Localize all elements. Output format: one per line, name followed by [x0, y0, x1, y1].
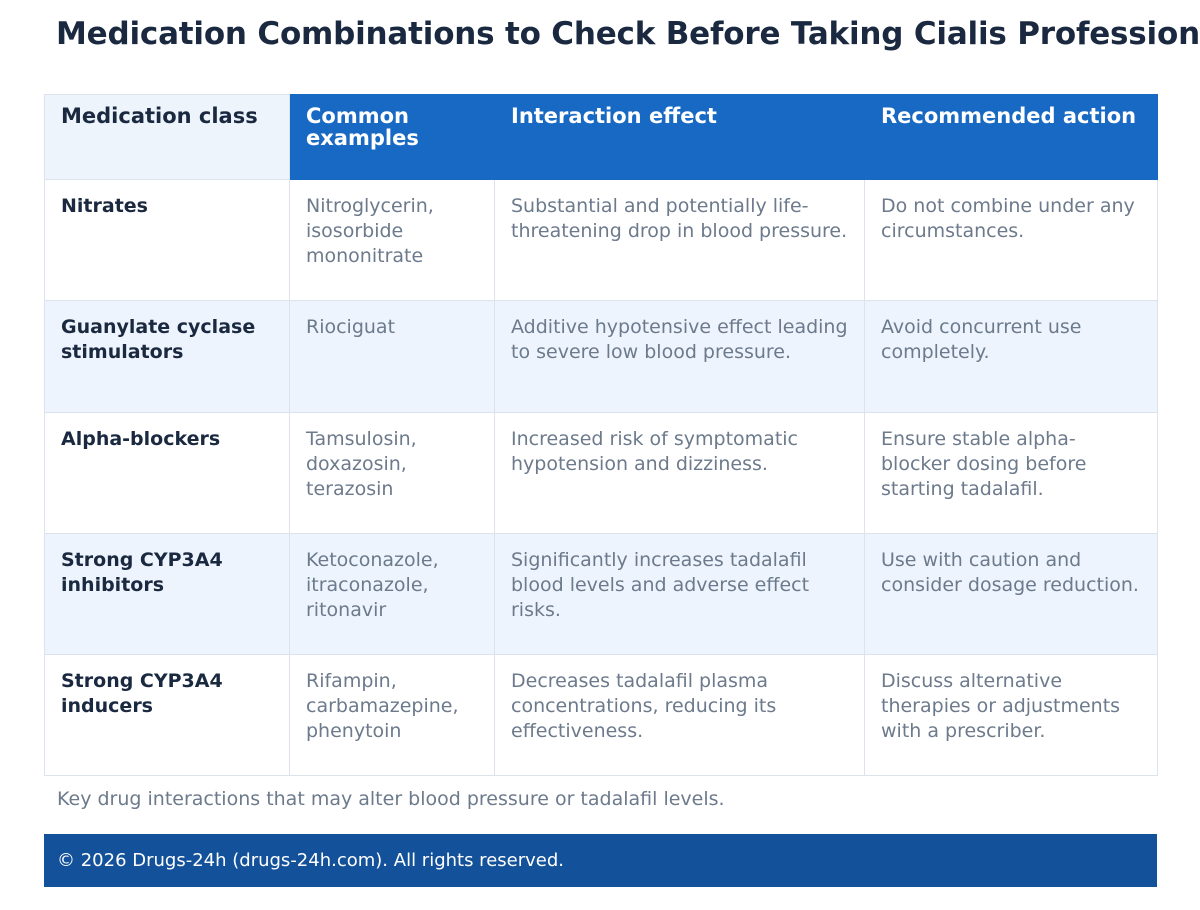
common-examples-cell: Tamsulosin, doxazosin, terazosin	[289, 412, 495, 534]
table-row: Strong CYP3A4 inducers Rifampin, carbama…	[44, 654, 1158, 776]
recommended-action-cell: Use with caution and consider dosage red…	[864, 533, 1158, 655]
common-examples-cell: Nitroglycerin, isosorbide mononitrate	[289, 179, 495, 301]
medication-class-cell: Strong CYP3A4 inducers	[44, 654, 290, 776]
table-header-row: Medication class Common examples Interac…	[44, 94, 1158, 180]
interactions-table: Medication class Common examples Interac…	[44, 94, 1158, 776]
medication-class-cell: Alpha-blockers	[44, 412, 290, 534]
table-caption: Key drug interactions that may alter blo…	[57, 788, 725, 810]
recommended-action-cell: Ensure stable alpha-blocker dosing befor…	[864, 412, 1158, 534]
table-row: Guanylate cyclase stimulators Riociguat …	[44, 300, 1158, 413]
interaction-effect-cell: Significantly increases tadalafil blood …	[494, 533, 865, 655]
medication-class-cell: Guanylate cyclase stimulators	[44, 300, 290, 413]
recommended-action-cell: Discuss alternative therapies or adjustm…	[864, 654, 1158, 776]
table-row: Nitrates Nitroglycerin, isosorbide monon…	[44, 179, 1158, 301]
column-header-interaction-effect: Interaction effect	[494, 94, 865, 180]
common-examples-cell: Riociguat	[289, 300, 495, 413]
recommended-action-cell: Avoid concurrent use completely.	[864, 300, 1158, 413]
interaction-effect-cell: Additive hypotensive effect leading to s…	[494, 300, 865, 413]
column-header-recommended-action: Recommended action	[864, 94, 1158, 180]
medication-class-cell: Nitrates	[44, 179, 290, 301]
interaction-effect-cell: Decreases tadalafil plasma concentration…	[494, 654, 865, 776]
table-row: Alpha-blockers Tamsulosin, doxazosin, te…	[44, 412, 1158, 534]
interactions-table-container: Medication class Common examples Interac…	[44, 94, 1158, 776]
footer-bar: © 2026 Drugs-24h (drugs-24h.com). All ri…	[44, 834, 1157, 887]
page-title: Medication Combinations to Check Before …	[56, 16, 1200, 52]
common-examples-cell: Ketoconazole, itraconazole, ritonavir	[289, 533, 495, 655]
recommended-action-cell: Do not combine under any circumstances.	[864, 179, 1158, 301]
interaction-effect-cell: Increased risk of symptomatic hypotensio…	[494, 412, 865, 534]
column-header-medication-class: Medication class	[44, 94, 290, 180]
medication-class-cell: Strong CYP3A4 inhibitors	[44, 533, 290, 655]
interaction-effect-cell: Substantial and potentially life-threate…	[494, 179, 865, 301]
column-header-common-examples: Common examples	[289, 94, 495, 180]
copyright-notice: © 2026 Drugs-24h (drugs-24h.com). All ri…	[57, 850, 564, 871]
common-examples-cell: Rifampin, carbamazepine, phenytoin	[289, 654, 495, 776]
table-row: Strong CYP3A4 inhibitors Ketoconazole, i…	[44, 533, 1158, 655]
